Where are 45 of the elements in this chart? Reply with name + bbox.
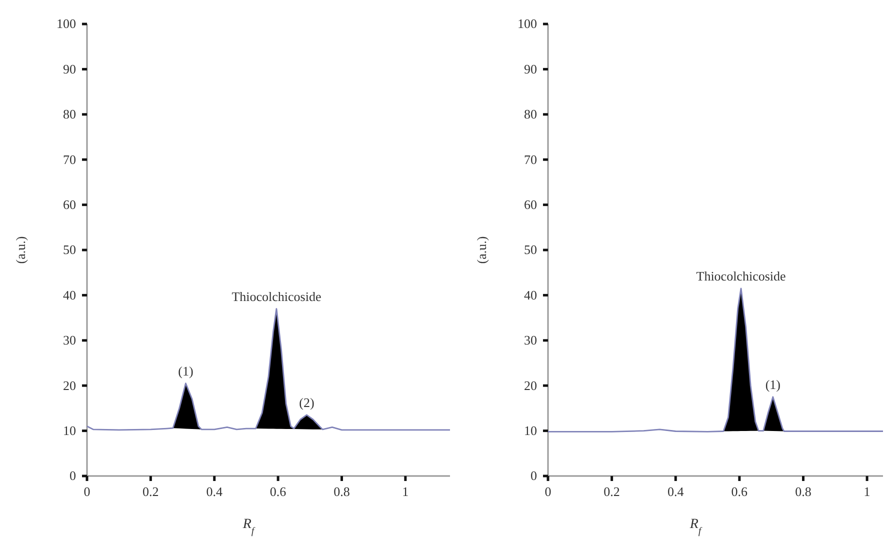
- annotation: Thiocolchicoside: [696, 268, 786, 284]
- annotation: (2): [299, 394, 314, 410]
- y-tick-label: 40: [63, 287, 76, 302]
- x-tick-label: 0.6: [731, 484, 748, 500]
- x-tick-label: 1: [402, 484, 409, 500]
- y-tick-label: 30: [524, 332, 537, 348]
- x-tick-label: 0.6: [270, 484, 287, 500]
- y-tick-label: 40: [524, 287, 537, 302]
- y-tick-label: 70: [524, 152, 537, 167]
- x-tick-label: 0.8: [795, 484, 812, 500]
- y-tick-label: 80: [524, 106, 537, 122]
- annotation: Thiocolchicoside: [232, 288, 322, 304]
- y-tick-label: 90: [524, 61, 537, 76]
- y-axis-title: (a.u.): [474, 236, 489, 264]
- y-axis-title: (a.u.): [13, 236, 28, 264]
- x-tick-label: 1: [864, 484, 870, 500]
- x-tick-label: 0.4: [667, 484, 684, 500]
- x-tick-label: 0.4: [206, 484, 223, 500]
- y-tick-label: 100: [518, 16, 537, 32]
- annotation: (1): [765, 376, 781, 392]
- y-tick-label: 50: [524, 242, 537, 258]
- x-tick-label: 0: [544, 484, 552, 500]
- y-tick-label: 60: [524, 196, 537, 212]
- x-tick-label: 0.8: [334, 484, 350, 500]
- y-tick-label: 90: [63, 61, 76, 76]
- x-tick-label: 0.2: [142, 484, 159, 500]
- annotation: (1): [178, 363, 194, 378]
- x-axis-title: R$_{f}$: [688, 517, 702, 536]
- y-tick-label: 70: [63, 152, 76, 167]
- line-series: [86, 308, 451, 431]
- y-tick-label: 10: [524, 422, 537, 438]
- line-series: [547, 288, 884, 432]
- x-tick-label: 0.2: [604, 484, 620, 500]
- y-tick-label: 0: [530, 468, 537, 484]
- y-tick-label: 20: [63, 378, 76, 393]
- y-tick-label: 100: [56, 16, 76, 32]
- y-tick-label: 10: [63, 422, 76, 438]
- y-tick-label: 50: [63, 242, 76, 258]
- x-tick-label: 0: [84, 484, 90, 500]
- y-tick-label: 0: [70, 468, 76, 484]
- x-axis-title: R$_{f}$: [242, 517, 256, 536]
- y-tick-label: 30: [63, 332, 76, 348]
- y-tick-label: 60: [63, 196, 76, 212]
- y-tick-label: 20: [524, 378, 537, 393]
- y-tick-label: 80: [63, 106, 76, 122]
